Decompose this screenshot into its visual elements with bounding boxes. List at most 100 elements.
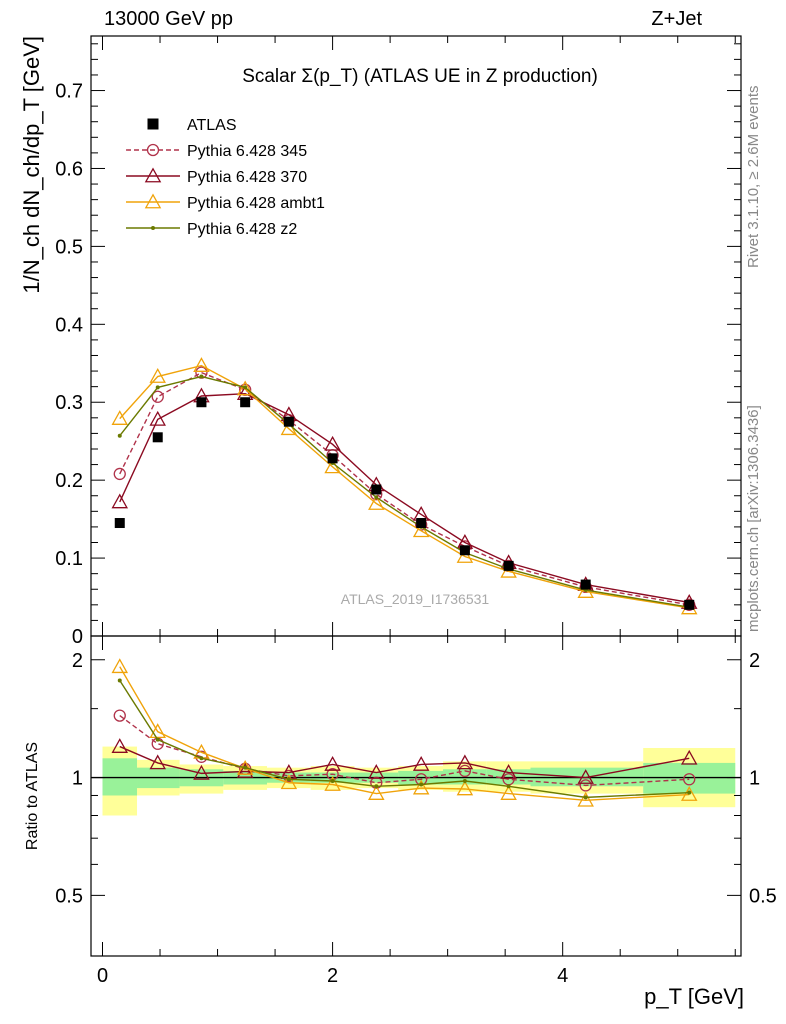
legend-label-4: Pythia 6.428 z2 bbox=[187, 221, 297, 238]
series-line-3 bbox=[119, 375, 690, 608]
series-point-1-5 bbox=[324, 435, 341, 451]
data-point-9 bbox=[503, 560, 514, 571]
ratio-point-2-1 bbox=[149, 723, 166, 739]
legend-label-2: Pythia 6.428 370 bbox=[187, 169, 307, 186]
series-line-0 bbox=[119, 371, 690, 606]
ratio-point-3-10 bbox=[583, 795, 588, 800]
ratio-line-0 bbox=[119, 715, 690, 787]
ratio-point-0-2 bbox=[195, 750, 208, 763]
ratio-point-0-10 bbox=[579, 779, 592, 792]
ratio-line-1 bbox=[119, 745, 690, 779]
ratio-point-2-3 bbox=[236, 759, 254, 775]
series-point-3-1 bbox=[155, 385, 160, 390]
series-point-0-1 bbox=[151, 390, 164, 403]
series-point-2-3 bbox=[236, 380, 254, 396]
ratio-point-1-7 bbox=[412, 755, 430, 771]
data-point-0 bbox=[114, 518, 125, 529]
y-tick-label-2: 0.2 bbox=[55, 470, 83, 492]
y-tick-label-3: 0.3 bbox=[55, 392, 83, 414]
chart-title: Scalar Σ(p_T) (ATLAS UE in Z production) bbox=[242, 66, 598, 87]
series-line-1 bbox=[119, 392, 690, 604]
ratio-point-2-8 bbox=[456, 780, 474, 796]
series-point-2-2 bbox=[193, 357, 210, 372]
ratio-point-1-8 bbox=[456, 754, 474, 770]
ratio-point-1-11 bbox=[680, 749, 698, 765]
legend-marker-3 bbox=[144, 193, 162, 209]
ratio-point-1-6 bbox=[368, 764, 385, 779]
ratio-point-3-11 bbox=[687, 790, 692, 795]
legend-marker-2 bbox=[144, 167, 162, 183]
series-point-1-0 bbox=[111, 493, 129, 509]
series-point-0-0 bbox=[113, 467, 126, 481]
ratio-point-3-3 bbox=[243, 765, 248, 770]
ratio-point-2-11 bbox=[680, 786, 698, 801]
series-point-3-6 bbox=[374, 495, 379, 500]
ratio-point-1-1 bbox=[149, 754, 166, 770]
ratio-point-2-0 bbox=[111, 658, 129, 674]
data-point-8 bbox=[459, 545, 470, 556]
x-axis-label: p_T [GeV] bbox=[644, 984, 744, 1009]
ratio-point-2-9 bbox=[500, 785, 517, 800]
ratio-tick-label-right-1: 1 bbox=[749, 768, 760, 790]
ratio-tick-label-right-0: 0.5 bbox=[749, 885, 777, 907]
rivet-version-label: Rivet 3.1.10, ≥ 2.6M events bbox=[745, 85, 762, 269]
legend-marker-4 bbox=[151, 226, 155, 230]
y-tick-label-4: 0.4 bbox=[55, 314, 83, 336]
ratio-point-0-0 bbox=[113, 709, 126, 722]
series-point-2-1 bbox=[149, 368, 166, 383]
data-point-2 bbox=[196, 397, 207, 408]
ratio-point-2-4 bbox=[280, 774, 298, 790]
data-point-10 bbox=[580, 579, 591, 590]
legend-label-3: Pythia 6.428 ambt1 bbox=[187, 195, 325, 212]
ratio-point-1-10 bbox=[577, 769, 594, 784]
series-point-3-0 bbox=[117, 433, 122, 438]
y-tick-label-1: 0.1 bbox=[55, 548, 83, 570]
legend-label-0: ATLAS bbox=[187, 117, 237, 134]
ratio-point-1-9 bbox=[500, 764, 517, 779]
process-label: Z+Jet bbox=[651, 8, 702, 30]
ratio-tick-label-right-2: 2 bbox=[749, 650, 760, 672]
ratio-point-0-11 bbox=[683, 773, 696, 786]
ratio-plot-frame bbox=[90, 635, 742, 957]
series-point-1-1 bbox=[149, 410, 166, 426]
ratio-point-2-6 bbox=[368, 785, 385, 800]
ratio-point-3-8 bbox=[462, 778, 467, 783]
ratio-point-1-0 bbox=[111, 738, 129, 753]
series-line-2 bbox=[119, 364, 690, 609]
ratio-point-3-6 bbox=[374, 784, 379, 789]
ratio-point-2-10 bbox=[577, 791, 594, 807]
mcplots-source-label: mcplots.cern.ch [arXiv:1306.3436] bbox=[745, 405, 762, 632]
analysis-watermark: ATLAS_2019_I1736531 bbox=[341, 591, 490, 607]
ratio-line-3 bbox=[119, 680, 690, 799]
series-point-2-8 bbox=[456, 548, 474, 563]
ratio-tick-label-2: 2 bbox=[72, 650, 83, 672]
y-tick-label-0: 0 bbox=[72, 626, 83, 648]
data-point-6 bbox=[371, 484, 382, 495]
ratio-line-2 bbox=[119, 666, 690, 801]
data-point-1 bbox=[152, 432, 163, 443]
series-point-3-2 bbox=[199, 374, 204, 379]
ratio-point-3-2 bbox=[199, 756, 204, 761]
ratio-tick-label-1: 1 bbox=[72, 768, 83, 790]
data-point-7 bbox=[416, 518, 427, 529]
ratio-point-1-3 bbox=[236, 762, 254, 778]
legend-label-1: Pythia 6.428 345 bbox=[187, 143, 307, 160]
data-point-5 bbox=[327, 453, 338, 464]
y-tick-label-6: 0.6 bbox=[55, 158, 83, 180]
y-tick-label-5: 0.5 bbox=[55, 236, 83, 258]
y-axis-label: 1/N_ch dN_ch/dp_T [GeV] bbox=[19, 36, 44, 294]
ratio-point-1-2 bbox=[193, 764, 210, 780]
x-tick-label-0: 0 bbox=[97, 965, 108, 987]
ratio-tick-label-0: 0.5 bbox=[55, 885, 83, 907]
ratio-point-2-5 bbox=[324, 776, 341, 791]
ratio-point-3-7 bbox=[419, 782, 424, 787]
data-point-4 bbox=[283, 416, 294, 427]
data-point-11 bbox=[684, 599, 695, 610]
ratio-point-1-5 bbox=[324, 755, 341, 771]
x-tick-label-2: 4 bbox=[557, 965, 568, 987]
ratio-point-3-5 bbox=[330, 778, 335, 783]
series-point-2-0 bbox=[111, 410, 129, 425]
collision-label: 13000 GeV pp bbox=[104, 8, 233, 30]
series-point-3-3 bbox=[243, 385, 248, 390]
